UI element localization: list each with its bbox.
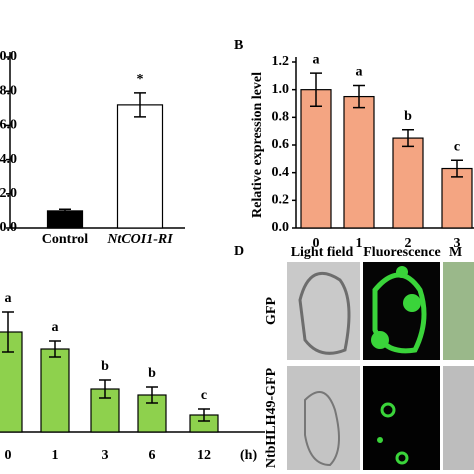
x-tick-label: 3: [102, 448, 109, 463]
y-tick-label: 8.0: [0, 83, 17, 98]
panel-label: D: [234, 244, 244, 259]
bar: [300, 89, 332, 229]
error-bar: [2, 311, 14, 353]
significance-label: a: [52, 320, 59, 335]
x-tick-label: 0: [5, 448, 12, 463]
bar: [441, 167, 473, 229]
y-tick-label: 1.0: [272, 82, 290, 97]
y-tick-label: 4.0: [0, 152, 17, 167]
error-bar: [353, 84, 365, 109]
x-tick-label: 1: [356, 236, 363, 251]
error-bar: [451, 159, 463, 178]
x-tick-label: 12: [197, 448, 211, 463]
y-tick-label: 0.6: [272, 137, 290, 152]
error-bar: [59, 208, 71, 214]
x-tick-label: 1: [52, 448, 59, 463]
column-header: Fluorescence: [363, 245, 441, 260]
bar: [40, 348, 70, 433]
significance-label: a: [313, 52, 320, 67]
significance-label: b: [148, 366, 156, 381]
micrographs: [287, 262, 474, 470]
significance-label: b: [404, 109, 412, 124]
significance-label: *: [137, 72, 144, 87]
error-bar: [402, 129, 414, 148]
panel-label: B: [234, 38, 243, 53]
bar: [392, 137, 424, 229]
significance-label: a: [5, 291, 12, 306]
error-bar: [49, 340, 61, 358]
x-tick-label: 2: [405, 236, 412, 251]
error-bar: [146, 386, 158, 404]
row-header: GFP: [264, 297, 279, 325]
significance-label: c: [454, 139, 460, 154]
error-bar: [134, 92, 146, 118]
column-header: Light field: [291, 245, 354, 260]
x-axis-label: (h): [240, 448, 257, 463]
error-bar: [99, 379, 111, 399]
x-tick-label: 0: [313, 236, 320, 251]
y-tick-label: 0.0: [0, 220, 17, 235]
significance-label: b: [101, 359, 109, 374]
bar: [116, 104, 164, 229]
y-tick-label: 0.4: [272, 165, 290, 180]
error-bar: [310, 72, 322, 108]
y-tick-label: 2.0: [0, 186, 17, 201]
row-header: NtbHLH49-GFP: [264, 367, 279, 468]
bar: [46, 210, 84, 229]
significance-label: a: [356, 65, 363, 80]
y-tick-label: 10.0: [0, 49, 17, 64]
x-tick-label: 3: [454, 236, 461, 251]
significance-label: c: [201, 388, 207, 403]
x-tick-label: 6: [149, 448, 156, 463]
y-tick-label: 0.0: [272, 220, 290, 235]
y-tick-label: 6.0: [0, 118, 17, 133]
column-header: M: [449, 245, 462, 260]
y-tick-label: 0.8: [272, 110, 290, 125]
bar: [0, 331, 23, 433]
y-axis-label: Relative expression level: [250, 72, 265, 218]
y-tick-label: 0.2: [272, 193, 290, 208]
x-tick-label: Control: [42, 232, 89, 247]
error-bar: [198, 408, 210, 422]
x-tick-label: NtCOI1-RI: [106, 232, 173, 247]
bar: [343, 95, 375, 229]
y-tick-label: 1.2: [272, 54, 290, 69]
